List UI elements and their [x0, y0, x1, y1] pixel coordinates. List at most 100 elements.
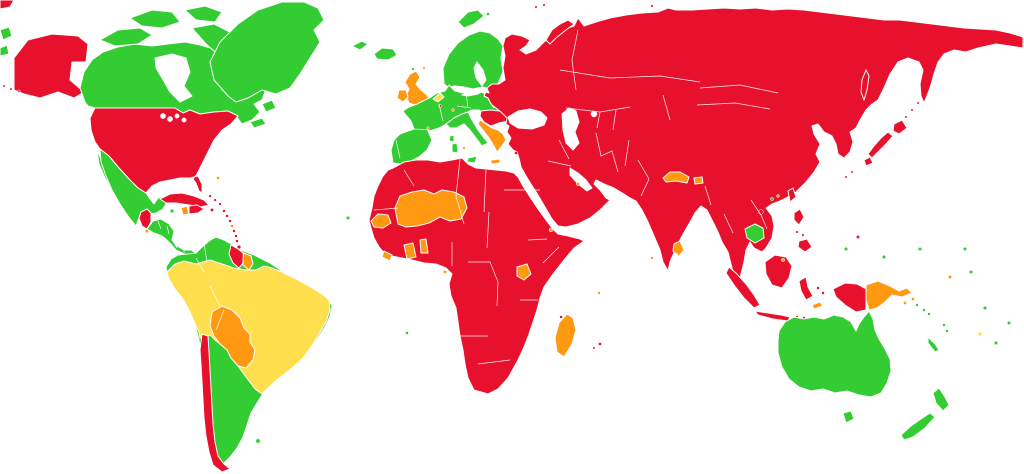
sea-persian-gulf [569, 167, 593, 192]
island-cape-verde [345, 215, 351, 221]
island-left-edge-2 [0, 44, 10, 57]
island-sao-tome [443, 270, 447, 274]
island-solomons [922, 308, 926, 312]
country-netherlands [432, 92, 445, 103]
country-benin [419, 238, 429, 254]
island-new-ireland [911, 297, 915, 301]
island-comoros [559, 315, 563, 319]
island-severnaya [650, 4, 654, 8]
island-kyushu [863, 156, 874, 167]
island-antilles-orange [230, 224, 234, 228]
island-crete [490, 158, 501, 165]
island-reunion [592, 346, 596, 350]
country-chile [199, 333, 231, 473]
country-ireland [396, 89, 409, 103]
country-qatar [576, 182, 580, 186]
island-nauru [947, 274, 953, 280]
country-cambodia [744, 223, 765, 244]
island-kurils [910, 108, 914, 112]
country-cuba [159, 192, 210, 208]
sea-gulf-of-bothnia [473, 61, 487, 87]
island-sardinia [451, 142, 459, 154]
island-franz-josef [534, 5, 538, 9]
sea-aral [590, 110, 598, 118]
region-brazil-peru-ecuador [165, 259, 331, 395]
island-novaya-zemlya [545, 19, 575, 45]
island-new-britain [903, 301, 907, 305]
island-st-helena [405, 331, 409, 335]
country-alaska [13, 33, 89, 99]
region-hong-kong [770, 197, 774, 201]
country-liberia [381, 250, 393, 262]
island-solomons [927, 312, 931, 316]
island-corsica [448, 134, 455, 143]
country-dominican-republic [188, 204, 205, 215]
country-ghana [403, 242, 417, 260]
country-greenland [209, 1, 325, 103]
country-vatican [462, 146, 466, 150]
country-east-timor [811, 301, 824, 310]
island-cyprus [514, 151, 518, 155]
island-kurils [904, 115, 908, 119]
island-aleutians [9, 87, 13, 91]
island-hokkaido [892, 119, 908, 135]
island-okinawa [844, 175, 848, 179]
island-micronesia [881, 254, 887, 260]
island-moluccas [821, 291, 825, 295]
island-seychelles [597, 291, 601, 295]
island-moluccas [816, 286, 820, 290]
island-java [754, 310, 791, 322]
island-tasmania [842, 410, 855, 424]
island-bahamas [208, 194, 212, 198]
country-uganda [516, 263, 532, 281]
region-nova-scotia [249, 117, 267, 129]
country-guatemala [138, 208, 152, 230]
country-liechtenstein [451, 108, 455, 112]
island-taiwan [787, 187, 797, 203]
lake-huron [174, 113, 180, 119]
island-antilles [234, 234, 238, 238]
island-pacific [968, 269, 974, 275]
region-west-papua [832, 282, 867, 313]
country-jamaica [169, 208, 175, 214]
island-pacific [962, 246, 968, 252]
country-suriname [242, 252, 254, 271]
sea-hudson-bay [154, 53, 193, 103]
island-antilles [232, 229, 236, 233]
island-franz-josef [542, 3, 546, 7]
island-nz-south [900, 412, 936, 441]
country-djibouti [548, 227, 554, 233]
island-marshall [917, 246, 923, 252]
country-guyana [228, 244, 245, 269]
island-sumatra [725, 266, 761, 309]
island-falklands [255, 438, 261, 444]
island-newfoundland [261, 99, 277, 113]
region-mali-niger [394, 189, 468, 228]
country-papua-new-guinea [865, 280, 913, 311]
island-bahamas [213, 198, 217, 202]
island-samoa [1006, 320, 1012, 326]
sea-caspian [561, 107, 580, 151]
lake-erie-ontario [181, 117, 187, 123]
island-sulawesi [798, 276, 814, 301]
island-antilles [222, 209, 226, 213]
region-greece-albania [477, 119, 507, 153]
island-kurils [916, 101, 920, 105]
island-arctic-1 [99, 27, 153, 47]
island-new-caledonia [927, 336, 940, 353]
island-shetland [422, 66, 426, 70]
island-tonga [977, 331, 983, 337]
island-faroe [411, 67, 415, 71]
island-bermuda [216, 176, 220, 180]
region-scandinavia [442, 30, 504, 91]
island-antilles [235, 239, 239, 243]
island-tuvalu [982, 305, 988, 311]
island-sakhalin [860, 69, 870, 101]
island-honshu [867, 131, 894, 159]
country-mexico [99, 148, 168, 227]
island-vanuatu [945, 329, 949, 333]
island-micronesia [843, 246, 849, 252]
island-visayas [801, 233, 805, 237]
island-greenland-tip [351, 40, 369, 51]
country-australia [777, 310, 892, 398]
